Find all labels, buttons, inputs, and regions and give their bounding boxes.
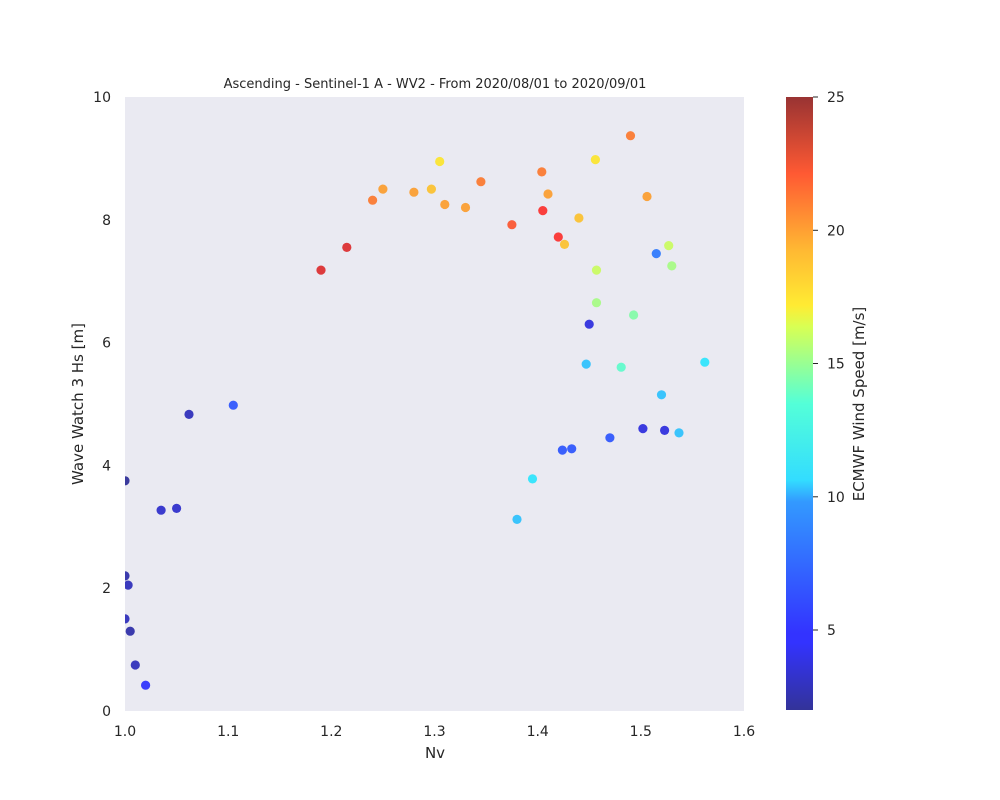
scatter-point xyxy=(638,424,648,434)
scatter-point xyxy=(543,189,553,199)
scatter-point xyxy=(435,156,445,167)
scatter-point xyxy=(651,249,661,259)
y-tick-label: 4 xyxy=(102,458,111,474)
x-tick-label: 1.2 xyxy=(320,724,342,740)
scatter-point xyxy=(316,265,326,275)
scatter-point xyxy=(591,298,602,308)
scatter-point xyxy=(629,310,639,320)
scatter-point xyxy=(125,626,135,636)
scatter-point xyxy=(616,362,626,372)
scatter-point xyxy=(674,428,684,438)
scatter-point xyxy=(625,131,636,141)
scatter-point xyxy=(559,239,570,249)
scatter-point xyxy=(440,199,450,210)
y-axis-ticks: 0 2 4 6 8 10 xyxy=(93,90,111,720)
x-tick-label: 1.0 xyxy=(114,724,136,740)
scatter-point xyxy=(667,261,677,271)
scatter-point xyxy=(567,444,577,454)
scatter-point xyxy=(660,425,670,435)
scatter-point xyxy=(342,242,352,252)
colorbar-label: ECMWF Wind Speed [m/s] xyxy=(850,307,868,502)
plot-area xyxy=(125,97,744,711)
scatter-point xyxy=(368,195,378,205)
scatter-point xyxy=(557,445,568,455)
colorbar-tick-label: 5 xyxy=(827,623,836,639)
x-tick-label: 1.5 xyxy=(630,724,652,740)
chart-title: Ascending - Sentinel-1 A - WV2 - From 20… xyxy=(224,77,647,92)
y-tick-label: 0 xyxy=(102,704,111,720)
scatter-point xyxy=(156,505,166,515)
scatter-point xyxy=(590,155,601,165)
x-axis-label: Nv xyxy=(425,744,445,762)
scatter-point xyxy=(184,409,194,419)
scatter-point xyxy=(553,232,563,242)
colorbar xyxy=(786,97,813,710)
y-tick-label: 6 xyxy=(102,336,111,352)
x-tick-label: 1.4 xyxy=(527,724,549,740)
scatter-point xyxy=(664,241,674,251)
scatter-point xyxy=(125,476,130,486)
scatter-point xyxy=(426,184,436,194)
scatter-point xyxy=(591,265,602,275)
colorbar-tick-label: 20 xyxy=(827,223,845,239)
scatter-point xyxy=(125,614,130,624)
scatter-point xyxy=(409,187,419,197)
colorbar-tick-label: 15 xyxy=(827,357,845,373)
y-tick-label: 2 xyxy=(102,581,111,597)
scatter-point xyxy=(527,474,538,484)
scatter-point xyxy=(125,580,133,590)
scatter-point xyxy=(172,503,182,513)
scatter-point xyxy=(642,191,652,202)
colorbar-ticks: 5 10 15 20 25 xyxy=(813,90,845,639)
scatter-points xyxy=(125,131,710,690)
x-tick-label: 1.6 xyxy=(733,724,755,740)
colorbar-tick-label: 25 xyxy=(827,90,845,106)
scatter-point xyxy=(460,202,471,213)
x-axis-ticks: 1.0 1.1 1.2 1.3 1.4 1.5 1.6 xyxy=(114,724,755,740)
scatter-point xyxy=(656,390,667,400)
scatter-point xyxy=(228,400,238,410)
scatter-point xyxy=(605,433,615,443)
scatter-point xyxy=(700,357,710,367)
scatter-point xyxy=(512,514,522,525)
scatter-point xyxy=(538,206,548,216)
y-axis-label: Wave Watch 3 Hs [m] xyxy=(69,323,87,485)
scatter-point xyxy=(476,177,486,187)
scatter-point xyxy=(378,184,388,194)
y-tick-label: 8 xyxy=(102,213,111,229)
scatter-point xyxy=(537,167,547,177)
x-tick-label: 1.1 xyxy=(217,724,239,740)
scatter-point xyxy=(130,660,140,670)
scatter-point xyxy=(581,359,591,369)
x-tick-label: 1.3 xyxy=(423,724,445,740)
scatter-point xyxy=(507,220,517,230)
scatter-point xyxy=(141,680,151,690)
scatter-point xyxy=(125,571,130,581)
scatter-point xyxy=(574,213,584,223)
y-tick-label: 10 xyxy=(93,90,111,106)
scatter-point xyxy=(584,319,594,329)
colorbar-tick-label: 10 xyxy=(827,490,845,506)
